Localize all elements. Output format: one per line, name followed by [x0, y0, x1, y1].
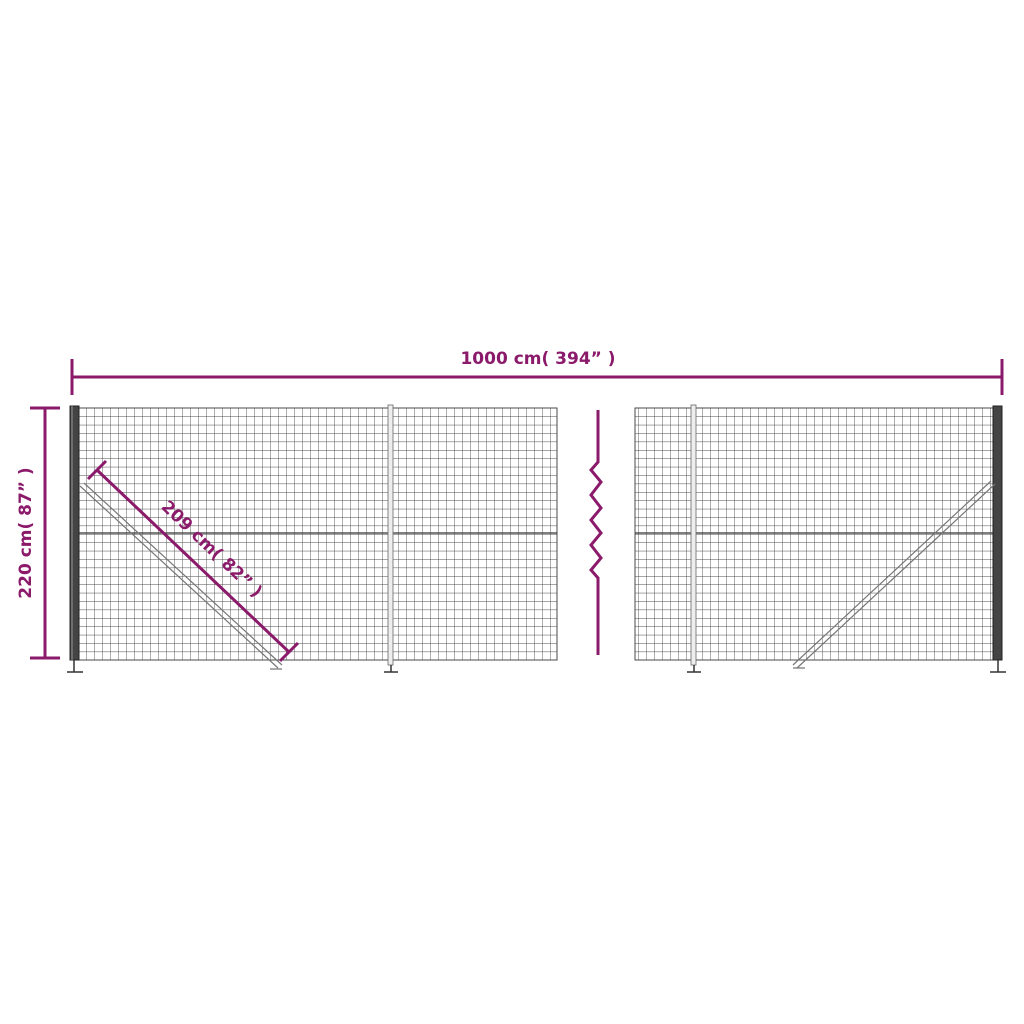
diagonal-brace-left — [79, 482, 283, 670]
post-base — [990, 660, 1006, 673]
fence-section-left — [67, 404, 558, 673]
diagonal-brace-right — [792, 480, 996, 669]
end-post-left — [69, 405, 80, 661]
break-symbol — [589, 410, 603, 655]
post-base — [67, 660, 83, 673]
post-base — [384, 665, 398, 673]
fence-section-right — [634, 404, 1006, 673]
height-dimension: 220 cm( 87” ) — [16, 406, 60, 660]
post-base — [687, 665, 701, 673]
end-post-right — [992, 405, 1003, 661]
height-label: 220 cm( 87” ) — [16, 467, 36, 598]
length-dimension: 1000 cm( 394” ) — [70, 349, 1004, 395]
middle-post — [387, 404, 394, 666]
length-label: 1000 cm( 394” ) — [460, 349, 615, 369]
middle-post — [690, 404, 697, 666]
